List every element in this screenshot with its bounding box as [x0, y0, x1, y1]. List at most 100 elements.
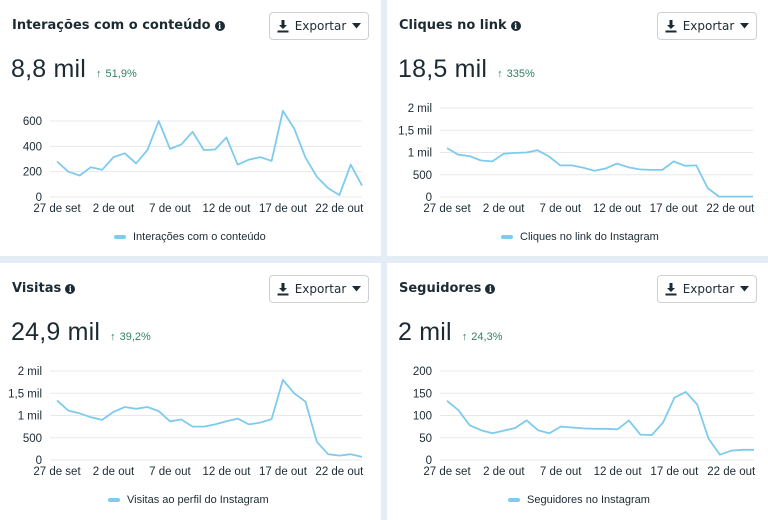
x-tick-label: 22 de out	[315, 203, 364, 215]
x-tick-label: 27 de set	[33, 203, 81, 215]
metric-change: ↑ 39,2%	[110, 331, 151, 343]
arrow-up-icon: ↑	[497, 68, 503, 80]
card-title-text: Interações com o conteúdo	[12, 18, 211, 33]
x-tick-label: 7 de out	[149, 466, 191, 478]
card-title: Visitas i	[12, 281, 76, 296]
chart-legend: Cliques no link do Instagram	[501, 231, 659, 243]
x-tick-label: 7 de out	[540, 203, 582, 215]
export-label: Exportar	[294, 282, 347, 296]
card-cliques: Cliques no link i Exportar 18,5 mil ↑ 335…	[387, 0, 768, 256]
data-line	[56, 110, 363, 197]
card-title: Cliques no link i	[399, 18, 521, 33]
data-line	[56, 379, 363, 458]
export-button[interactable]: Exportar	[657, 275, 757, 303]
legend-label: Interações com o conteúdo	[133, 231, 266, 243]
y-tick-label: 500	[413, 170, 432, 182]
legend-swatch	[508, 498, 520, 502]
x-tick-label: 17 de out	[650, 466, 699, 478]
card-title-text: Visitas	[12, 281, 62, 296]
y-tick-label: 1,5 mil	[8, 388, 42, 400]
metric: 8,8 mil ↑ 51,9%	[11, 55, 137, 84]
card-title-text: Cliques no link	[399, 18, 507, 33]
metric: 24,9 mil ↑ 39,2%	[11, 318, 151, 347]
export-label: Exportar	[682, 282, 735, 296]
export-button[interactable]: Exportar	[269, 275, 369, 303]
x-tick-label: 12 de out	[594, 466, 643, 478]
export-button[interactable]: Exportar	[269, 12, 369, 40]
legend-label: Seguidores no Instagram	[527, 494, 650, 506]
card-seguidores: Seguidores i Exportar 2 mil ↑ 24,3% 0 50 10…	[387, 263, 768, 520]
y-tick-label: 1 mil	[408, 148, 432, 160]
caret-down-icon	[352, 23, 362, 29]
y-tick-label: 1,5 mil	[398, 125, 432, 137]
y-tick-label: 200	[23, 167, 42, 179]
x-tick-label: 27 de set	[423, 203, 471, 215]
legend-label: Cliques no link do Instagram	[520, 231, 659, 243]
metric-value: 8,8 mil	[11, 55, 87, 83]
export-label: Exportar	[682, 19, 735, 33]
y-tick-label: 200	[413, 366, 432, 378]
chart-legend: Seguidores no Instagram	[508, 494, 650, 506]
x-tick-label: 7 de out	[540, 466, 582, 478]
y-tick-label: 400	[23, 141, 42, 153]
download-icon	[665, 19, 677, 32]
x-tick-label: 22 de out	[707, 466, 756, 478]
metric-change: ↑ 24,3%	[461, 331, 503, 343]
download-icon	[277, 19, 289, 32]
x-tick-label: 7 de out	[149, 203, 191, 215]
x-tick-label: 17 de out	[650, 203, 699, 215]
y-tick-label: 600	[23, 116, 42, 128]
y-tick-label: 100	[413, 411, 432, 423]
metric-value: 24,9 mil	[11, 318, 101, 346]
x-tick-label: 17 de out	[259, 466, 308, 478]
card-title: Interações com o conteúdo i	[12, 18, 225, 33]
card-visitas: Visitas i Exportar 24,9 mil ↑ 39,2% 0 500 1…	[0, 263, 381, 520]
legend-swatch	[501, 235, 513, 239]
card-interacoes: Interações com o conteúdo i Exportar 8,8…	[0, 0, 381, 256]
arrow-up-icon: ↑	[110, 331, 116, 343]
export-label: Exportar	[294, 19, 347, 33]
info-icon[interactable]: i	[510, 20, 521, 31]
metric-value: 18,5 mil	[398, 55, 488, 83]
export-button[interactable]: Exportar	[657, 12, 757, 40]
metric: 2 mil ↑ 24,3%	[398, 318, 503, 347]
line-chart: 0 500 1 mil 1,5 mil 2 mil 27 de set 2 de out 7 …	[8, 366, 364, 478]
y-tick-label: 2 mil	[18, 366, 42, 378]
card-title: Seguidores i	[399, 281, 496, 296]
arrow-up-icon: ↑	[96, 68, 102, 80]
info-icon[interactable]: i	[485, 283, 496, 294]
caret-down-icon	[352, 286, 362, 292]
metric: 18,5 mil ↑ 335%	[398, 55, 535, 84]
info-icon[interactable]: i	[65, 283, 76, 294]
x-tick-label: 27 de set	[423, 466, 471, 478]
legend-swatch	[114, 235, 126, 239]
y-tick-label: 500	[23, 433, 42, 445]
x-tick-label: 17 de out	[259, 203, 308, 215]
line-chart: 0 200 400 600 27 de set 2 de out 7 de out 12 de…	[23, 110, 364, 215]
x-tick-label: 12 de out	[202, 466, 251, 478]
data-line	[446, 147, 753, 198]
x-tick-label: 22 de out	[315, 466, 364, 478]
metric-change: ↑ 335%	[497, 68, 535, 80]
x-tick-label: 12 de out	[593, 203, 642, 215]
download-icon	[665, 282, 677, 295]
legend-label: Visitas ao perfil do Instagram	[127, 494, 269, 506]
y-tick-label: 2 mil	[408, 103, 432, 115]
metric-change: ↑ 51,9%	[96, 68, 137, 80]
arrow-up-icon: ↑	[461, 331, 468, 343]
download-icon	[277, 282, 289, 295]
x-tick-label: 2 de out	[93, 203, 135, 215]
x-tick-label: 2 de out	[483, 203, 525, 215]
caret-down-icon	[740, 23, 750, 29]
metric-value: 2 mil	[398, 318, 452, 346]
y-tick-label: 150	[413, 388, 432, 400]
y-tick-label: 0	[36, 192, 42, 204]
x-tick-label: 2 de out	[483, 466, 525, 478]
x-tick-label: 2 de out	[93, 466, 135, 478]
data-line	[446, 390, 754, 456]
info-icon[interactable]: i	[214, 20, 225, 31]
y-tick-label: 0	[426, 455, 432, 467]
card-title-text: Seguidores	[399, 281, 482, 296]
x-tick-label: 22 de out	[706, 203, 755, 215]
line-chart: 0 50 100 150 200 27 de set 2 de out 7 de out 12 …	[413, 366, 756, 478]
